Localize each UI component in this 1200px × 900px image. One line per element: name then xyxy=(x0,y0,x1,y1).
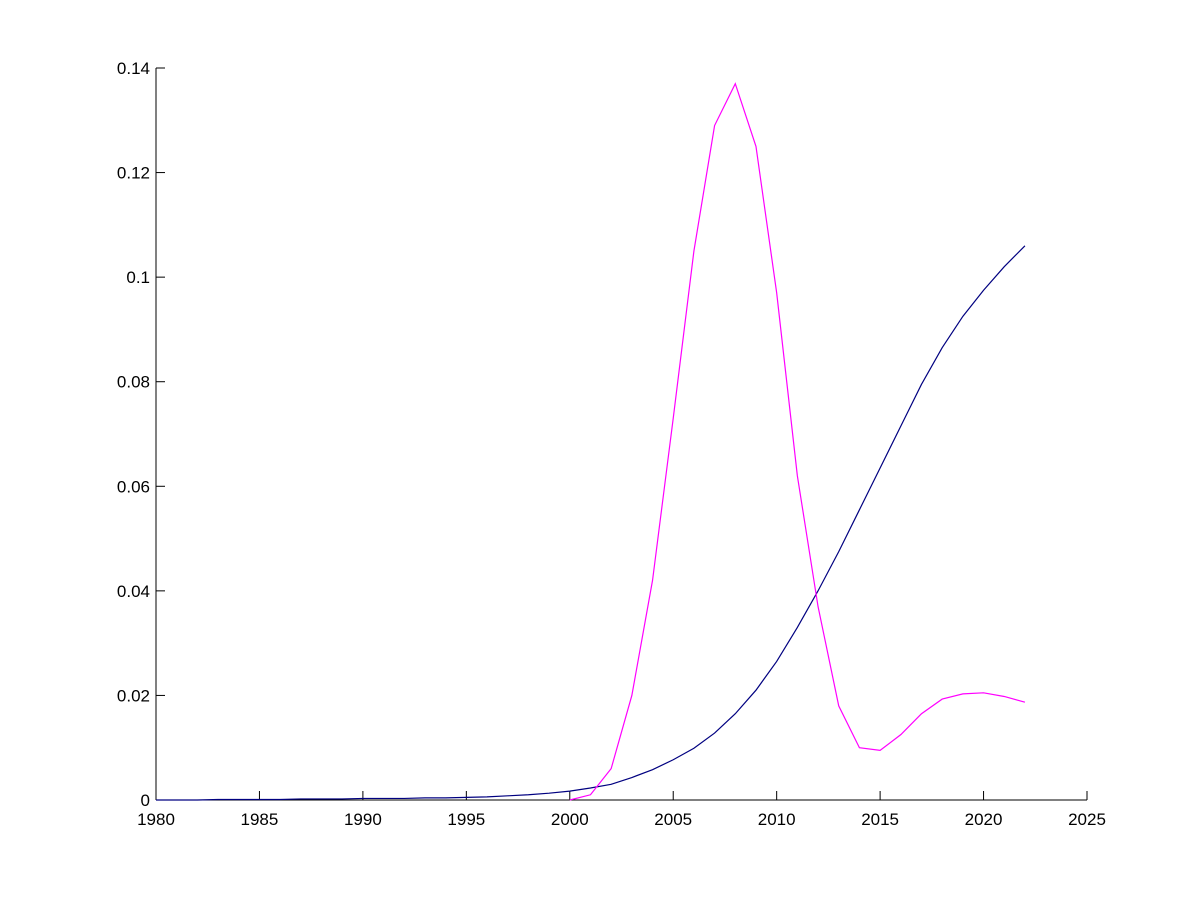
series-line xyxy=(156,245,1026,801)
y-tick-label: 0.08 xyxy=(117,373,150,392)
x-tick-label: 1995 xyxy=(447,810,485,829)
y-tick-label: 0.1 xyxy=(126,268,150,287)
y-tick-label: 0.02 xyxy=(117,686,150,705)
x-tick-label: 1980 xyxy=(137,810,175,829)
x-tick-label: 2015 xyxy=(861,810,899,829)
x-tick-label: 1990 xyxy=(344,810,382,829)
y-tick-label: 0.12 xyxy=(117,164,150,183)
y-tick-label: 0.04 xyxy=(117,582,150,601)
y-tick-label: 0 xyxy=(141,791,150,810)
x-tick-label: 2010 xyxy=(758,810,796,829)
x-tick-label: 1985 xyxy=(241,810,279,829)
x-tick-label: 2025 xyxy=(1068,810,1106,829)
x-tick-label: 2020 xyxy=(965,810,1003,829)
y-tick-label: 0.14 xyxy=(117,59,150,78)
x-tick-label: 2000 xyxy=(551,810,589,829)
series-line xyxy=(569,82,1026,801)
y-tick-label: 0.06 xyxy=(117,477,150,496)
x-tick-label: 2005 xyxy=(654,810,692,829)
